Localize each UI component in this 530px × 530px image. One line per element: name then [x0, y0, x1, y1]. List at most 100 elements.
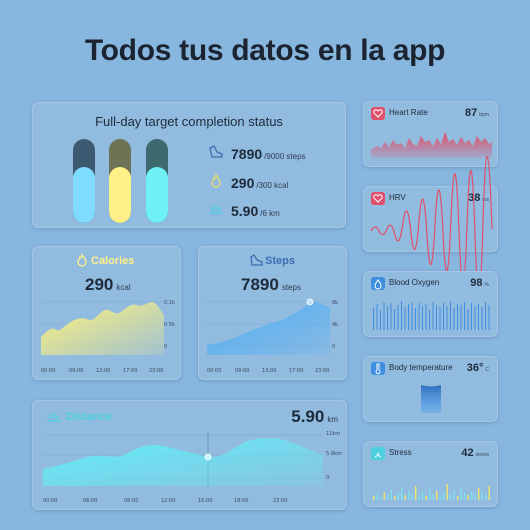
thermometer-icon — [371, 362, 385, 375]
stress-card[interactable]: Stress 42 stress — [363, 441, 498, 507]
steps-y-tick: 8k — [332, 300, 339, 306]
calories-card[interactable]: Calories 290 kcal 0.1k 0.5k 0 00:00 09:00… — [32, 246, 181, 380]
blood-oxygen-value: 98% — [470, 277, 489, 289]
distance-card-value: 5.90 km — [291, 407, 338, 426]
stress-bar — [429, 489, 431, 500]
steps-stat-value: 7890 — [231, 146, 263, 162]
blood-oxygen-bar — [432, 302, 434, 330]
body-temperature-card[interactable]: Body temperature 36° C — [363, 356, 498, 422]
stress-bar — [401, 488, 403, 500]
blood-oxygen-bar — [411, 302, 413, 330]
stress-bar — [404, 495, 406, 500]
calories-x-tick: 17:00 — [123, 368, 138, 374]
distance-y-tick: 5.9km — [326, 451, 342, 457]
distance-card[interactable]: Distance 5.90 km 11km 5.9km 0 00:00 06:00… — [32, 400, 347, 510]
calories-area-chart — [41, 301, 164, 355]
stress-bar — [474, 494, 476, 500]
steps-x-tick: 23:00 — [315, 368, 330, 374]
steps-x-tick: 09:00 — [235, 368, 250, 374]
stress-bar — [418, 495, 420, 500]
hrv-title: HRV — [389, 193, 406, 202]
blood-oxygen-bar — [425, 304, 427, 330]
steps-stat: 7890 /9000 steps — [208, 145, 306, 163]
calories-progress-pill — [109, 139, 131, 223]
blood-oxygen-bar — [453, 308, 455, 330]
distance-y-tick: 0 — [326, 475, 330, 481]
blood-oxygen-bar — [485, 302, 486, 330]
steps-stat-goal: /9000 steps — [264, 152, 306, 161]
blood-oxygen-bar — [439, 307, 441, 330]
flame-icon — [211, 173, 221, 188]
heart-rate-card[interactable]: Heart Rate 87 bpm — [363, 101, 498, 167]
distance-x-tick: 23:00 — [273, 498, 288, 504]
stress-bar — [397, 493, 399, 500]
distance-x-tick: 08:00 — [124, 498, 139, 504]
blood-oxygen-bar — [390, 303, 392, 330]
distance-card-title: Distance — [66, 411, 112, 423]
flame-icon — [77, 253, 87, 267]
distance-x-tick: 16:00 — [198, 498, 213, 504]
steps-card-title: Steps — [265, 255, 295, 267]
calories-x-tick: 00:00 — [41, 368, 56, 374]
calories-card-value: 290 kcal — [85, 275, 131, 294]
heart-icon — [371, 192, 385, 205]
blood-oxygen-bar — [387, 306, 388, 330]
target-completion-card[interactable]: Full-day target completion status 7890 /… — [32, 102, 346, 228]
calories-card-title: Calories — [91, 255, 135, 267]
blood-oxygen-bar — [481, 307, 483, 330]
blood-oxygen-bar — [474, 306, 476, 330]
distance-x-tick: 06:00 — [83, 498, 98, 504]
blood-oxygen-bar — [380, 310, 381, 330]
steps-x-tick: 00:00 — [207, 368, 222, 374]
stress-bar — [464, 493, 466, 500]
stress-bar — [457, 496, 459, 500]
stress-bar — [380, 497, 382, 500]
body-temperature-value: 36° C — [466, 362, 489, 374]
steps-card-value: 7890 steps — [241, 275, 301, 294]
steps-x-tick: 13:00 — [262, 368, 277, 374]
blood-oxygen-bar — [443, 303, 444, 330]
blood-oxygen-bar — [460, 305, 462, 330]
stress-value: 42 stress — [461, 447, 489, 459]
blood-oxygen-bar — [436, 305, 437, 330]
blood-oxygen-bar — [422, 306, 423, 330]
calories-x-tick: 09:00 — [69, 368, 84, 374]
blood-oxygen-bar — [408, 304, 409, 330]
blood-oxygen-card[interactable]: Blood Oxygen 98% — [363, 271, 498, 337]
stress-bar — [485, 495, 487, 500]
stress-bar — [478, 488, 480, 500]
distance-x-tick: 18:00 — [234, 498, 249, 504]
body-temperature-title: Body temperature — [389, 363, 453, 372]
steps-x-tick: 17:00 — [289, 368, 304, 374]
stress-chart — [373, 484, 490, 500]
calories-y-tick: 0.5k — [164, 322, 175, 328]
calories-y-tick: 0 — [164, 344, 168, 350]
calories-y-tick: 0.1k — [164, 300, 175, 306]
hrv-card[interactable]: HRV 38 ms — [363, 155, 498, 295]
steps-y-tick: 4k — [332, 322, 339, 328]
body-temperature-chart — [421, 385, 441, 413]
stress-bar — [376, 494, 378, 500]
blood-oxygen-title: Blood Oxygen — [389, 278, 440, 287]
distance-y-tick: 11km — [326, 431, 341, 437]
stress-bar — [373, 496, 375, 500]
hrv-value: 38 ms — [468, 192, 489, 204]
stress-bar — [432, 494, 434, 500]
stress-bar — [488, 486, 490, 500]
blood-oxygen-bar — [467, 309, 469, 330]
stress-bar — [387, 495, 389, 500]
blood-oxygen-bar — [457, 304, 458, 330]
stress-bar — [394, 496, 396, 500]
stress-bar — [471, 491, 473, 500]
stress-bar — [422, 492, 424, 500]
blood-oxygen-bar — [488, 305, 490, 330]
heart-rate-chart — [371, 132, 492, 158]
distance-x-tick: 00:00 — [43, 498, 58, 504]
page-title: Todos tus datos en la app — [84, 34, 446, 67]
steps-progress-pill — [73, 139, 95, 223]
stress-title: Stress — [389, 448, 412, 457]
drop-icon — [371, 277, 385, 290]
blood-oxygen-bar — [394, 309, 395, 330]
steps-card[interactable]: Steps 7890 steps 8k 4k 0 00:00 09:00 13:0… — [198, 246, 347, 380]
stress-bar — [408, 491, 410, 500]
